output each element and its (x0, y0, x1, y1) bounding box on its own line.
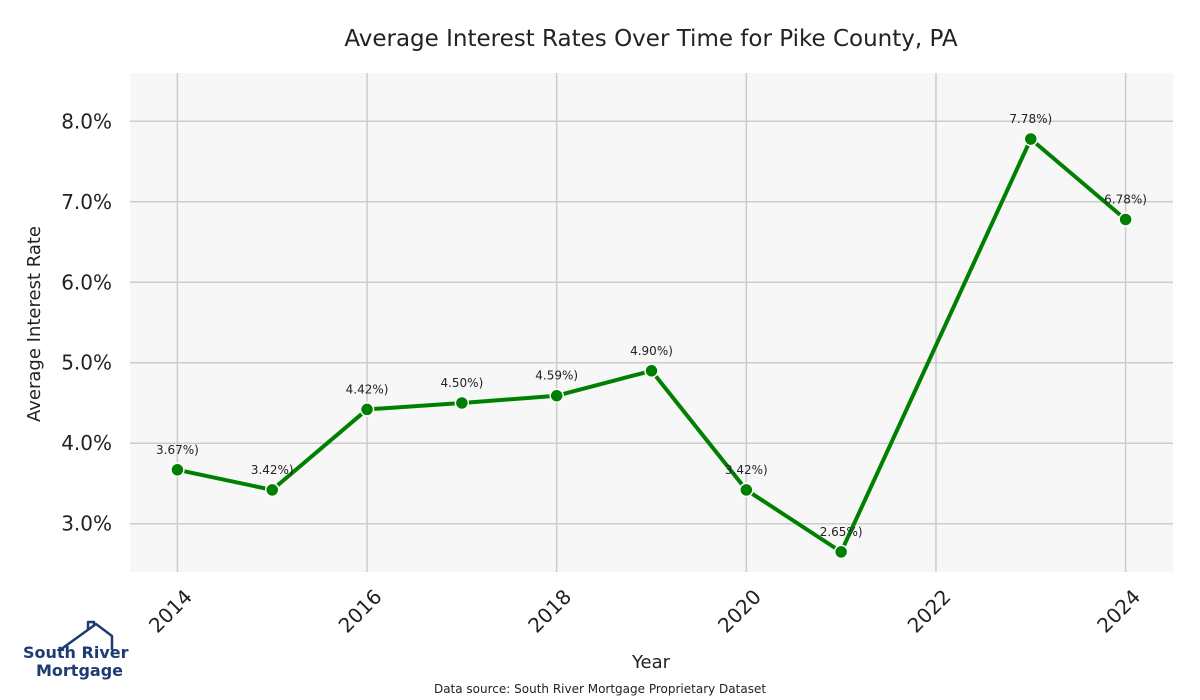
chart-title: Average Interest Rates Over Time for Pik… (344, 26, 958, 52)
data-point (833, 544, 849, 560)
x-tick-label: 2018 (523, 585, 576, 638)
data-point (1118, 212, 1133, 227)
y-axis-label: Average Interest Rate (24, 226, 45, 422)
y-tick-label: 3.0% (61, 512, 112, 536)
data-point (359, 402, 375, 417)
series-points (170, 131, 1133, 560)
logo: South River Mortgage (23, 620, 129, 680)
data-label: 4.59%) (535, 369, 578, 383)
y-tick-label: 5.0% (61, 351, 112, 375)
x-axis-label: Year (631, 652, 671, 673)
logo-line2: Mortgage (36, 661, 123, 680)
data-label: 3.67%) (156, 443, 199, 457)
data-label: 4.42%) (346, 382, 389, 396)
x-tick-label: 2024 (1092, 585, 1145, 638)
data-point (264, 482, 280, 498)
data-point (644, 363, 659, 379)
source-note: Data source: South River Mortgage Propri… (434, 682, 766, 696)
y-axis-ticks: 3.0% 4.0% 5.0% 6.0% 7.0% 8.0% (61, 109, 112, 535)
logo-line1: South River (23, 643, 129, 662)
x-tick-label: 2022 (903, 585, 956, 638)
vertical-gridlines (176, 73, 1127, 572)
horizontal-gridlines (130, 120, 1173, 525)
y-tick-label: 8.0% (61, 109, 112, 133)
data-label: 7.78%) (1009, 112, 1052, 126)
y-tick-label: 4.0% (61, 431, 112, 455)
data-label: 4.90%) (630, 344, 673, 358)
y-tick-label: 6.0% (61, 270, 112, 294)
data-label: 2.65%) (820, 525, 863, 539)
data-label: 4.50%) (440, 376, 483, 390)
data-point (170, 462, 185, 478)
data-point (1023, 131, 1039, 147)
x-tick-label: 2020 (713, 585, 766, 638)
data-label: 3.42%) (251, 463, 294, 477)
data-label: 6.78%) (1104, 192, 1147, 206)
plot-area (130, 73, 1173, 572)
data-labels: 3.67%) 3.42%) 4.42%) 4.50%) 4.59%) 4.90%) 3.42… (156, 112, 1147, 539)
data-point (549, 388, 564, 403)
data-label: 3.42%) (725, 463, 768, 477)
y-tick-label: 7.0% (61, 190, 112, 214)
x-axis-ticks: 2014 2016 2018 2020 2022 2024 (144, 585, 1145, 638)
data-point (739, 482, 754, 498)
series-line (176, 136, 1127, 554)
house-roof-icon (59, 620, 114, 652)
data-point (454, 395, 470, 411)
x-tick-label: 2016 (334, 585, 387, 638)
x-tick-label: 2014 (144, 585, 197, 638)
